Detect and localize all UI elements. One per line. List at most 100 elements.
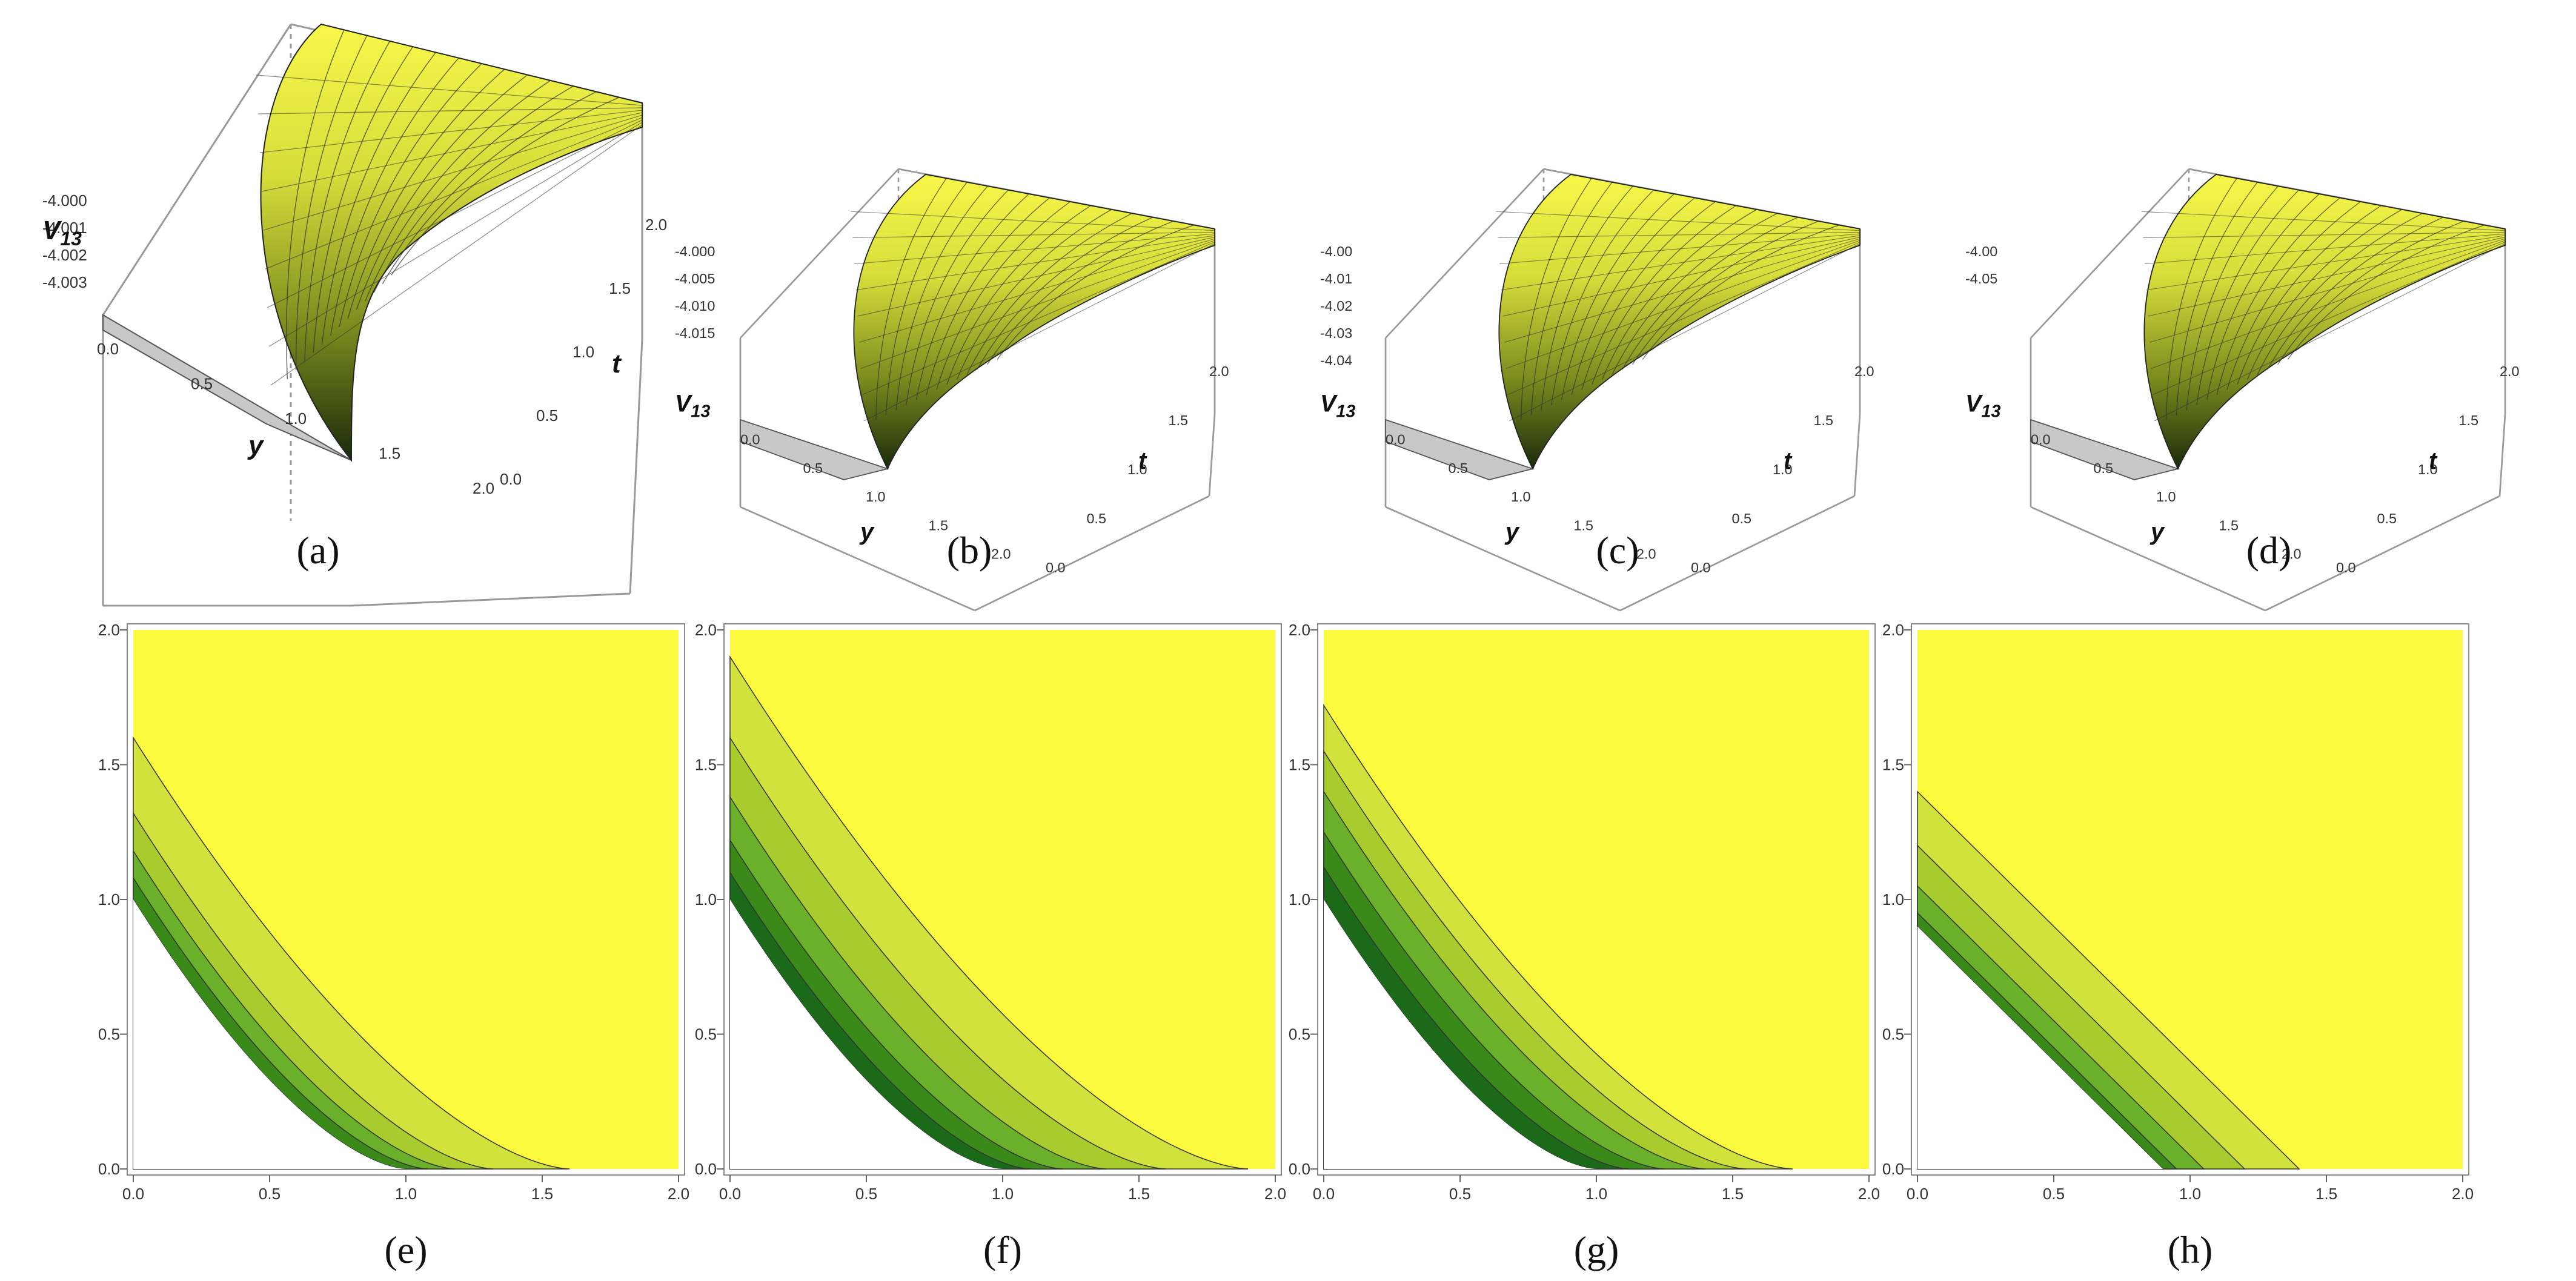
x-tick-label: 1.0	[395, 1185, 417, 1203]
mesh-line	[1496, 211, 1861, 231]
z-tick-label: -4.000	[675, 243, 715, 259]
t-axis-title: t	[612, 349, 622, 379]
box-edge	[974, 495, 1210, 612]
mesh-line	[966, 213, 1133, 375]
mesh-line	[977, 217, 1154, 370]
surface-mesh	[853, 174, 1215, 471]
mesh-line	[330, 58, 459, 336]
contour-empty-region	[730, 899, 1003, 1169]
t-axis-title: t	[1138, 448, 1147, 474]
z-tick-label: -4.001	[42, 219, 87, 237]
box-edge	[1385, 506, 1621, 612]
contour-empty-region	[1324, 899, 1596, 1169]
z-tick-label: -4.005	[675, 271, 715, 286]
z-axis-label-main: V	[675, 391, 693, 417]
panel-caption: (b)	[947, 529, 992, 572]
t-tick-label: 0.0	[1046, 560, 1066, 575]
panel-caption: (c)	[1596, 529, 1639, 572]
box-edge	[1208, 414, 1216, 497]
surface-panel-b: -4.000 -4.005 -4.010 -4.015 V13 0.0 0.5 1.0 1.5 2…	[675, 168, 1229, 612]
contour-empty-region	[133, 899, 406, 1169]
mesh-line	[956, 209, 1112, 380]
y-tick-label: 0.5	[1449, 460, 1469, 476]
y-tick-label: 1.0	[1882, 890, 1904, 909]
z-axis-label: V13	[1965, 391, 2000, 422]
y-tick-label: 0.0	[98, 1160, 120, 1178]
floor-shadow	[1385, 419, 1535, 480]
z-tick-label: -4.003	[42, 273, 87, 291]
mesh-line	[347, 68, 505, 319]
x-tick-label: 0.5	[855, 1185, 877, 1203]
x-tick-label: 1.5	[531, 1185, 553, 1203]
mesh-line	[2153, 242, 2506, 396]
y-tick-label: 1.5	[1574, 517, 1594, 533]
x-tick-label: 0.5	[259, 1185, 281, 1203]
mesh-line	[885, 182, 968, 415]
box-edge	[1385, 168, 1544, 339]
y-tick-label: 2.0	[695, 621, 717, 639]
mesh-line	[2196, 190, 2299, 405]
mesh-line	[987, 220, 1174, 365]
t-tick-label: 0.5	[536, 406, 558, 425]
mesh-line	[313, 46, 414, 353]
contour-panel-g: 0.00.0 0.5 0.5 1.0 1.0 1.5 1.5 2.0 2.0 (g)	[1289, 621, 1880, 1271]
mesh-line	[1561, 193, 1675, 400]
z-axis-label-sub: 13	[60, 228, 82, 250]
z-tick-label: -4.010	[675, 298, 715, 314]
y-tick-label: 0.0	[695, 1160, 717, 1178]
mesh-line	[1502, 236, 1861, 317]
y-tick-label: 0.5	[191, 375, 213, 393]
t-tick-label: 0.0	[2336, 560, 2356, 575]
mesh-line	[2216, 197, 2340, 396]
mesh-line	[2149, 238, 2506, 343]
y-tick-label: 2.0	[473, 479, 494, 497]
box-edge	[2030, 168, 2189, 339]
y-tick-label: 0.0	[1882, 1160, 1904, 1178]
mesh-line	[1505, 240, 1861, 369]
mesh-line	[2143, 231, 2506, 238]
mesh-line	[2277, 220, 2465, 365]
mesh-line	[2154, 243, 2506, 422]
x-tick-label: 2.0	[2452, 1185, 2474, 1203]
t-tick-label: 1.0	[1127, 462, 1147, 477]
t-tick-label: 1.0	[1773, 462, 1793, 477]
x-tick-label: 1.5	[1128, 1185, 1150, 1203]
y-tick-label: 0.0	[740, 432, 760, 448]
t-tick-label: 1.5	[1169, 412, 1189, 428]
mesh-line	[267, 119, 643, 308]
y-axis-title: y	[247, 431, 265, 460]
surface-panel-body: -4.00 -4.05 V13 0.0 0.5 1.0 1.5 2.0 y 0.0 0.5 1.0 1.…	[1965, 168, 2520, 612]
y-tick-label: 0.5	[1882, 1025, 1904, 1044]
z-tick-label: -4.015	[675, 325, 715, 341]
y-tick-label: 0.5	[803, 460, 823, 476]
mesh-line	[2267, 217, 2444, 370]
y-tick-label: 1.5	[1289, 756, 1310, 774]
x-tick-label: 1.5	[1722, 1185, 1744, 1203]
y-tick-label: 1.0	[2156, 489, 2176, 505]
y-tick-label: 1.0	[98, 890, 120, 909]
mesh-line	[2176, 182, 2258, 415]
mesh-line	[263, 114, 643, 231]
t-tick-label: 1.0	[573, 343, 594, 361]
z-axis-label-main: V	[42, 216, 62, 245]
z-axis-label-sub: 13	[1336, 402, 1355, 422]
mesh-line	[860, 240, 1215, 369]
z-axis-label: V13	[1320, 391, 1355, 422]
t-tick-label: 0.0	[1691, 560, 1711, 575]
y-tick-label: 0.0	[1386, 432, 1406, 448]
mesh-line	[373, 85, 574, 293]
panel-caption: (e)	[384, 1228, 427, 1271]
y-tick-label: 0.5	[2094, 460, 2114, 476]
y-tick-label: 1.5	[929, 517, 949, 533]
x-tick-label: 1.0	[1585, 1185, 1607, 1203]
t-tick-label: 0.5	[1087, 511, 1107, 526]
mesh-line	[1504, 238, 1861, 343]
y-tick-label: 1.0	[866, 489, 886, 505]
mesh-line	[1507, 242, 1861, 396]
mesh-line	[261, 112, 643, 192]
x-tick-label: 0.0	[719, 1185, 741, 1203]
mesh-line	[854, 233, 1215, 265]
mesh-line	[2186, 185, 2279, 410]
mesh-line	[915, 193, 1029, 400]
